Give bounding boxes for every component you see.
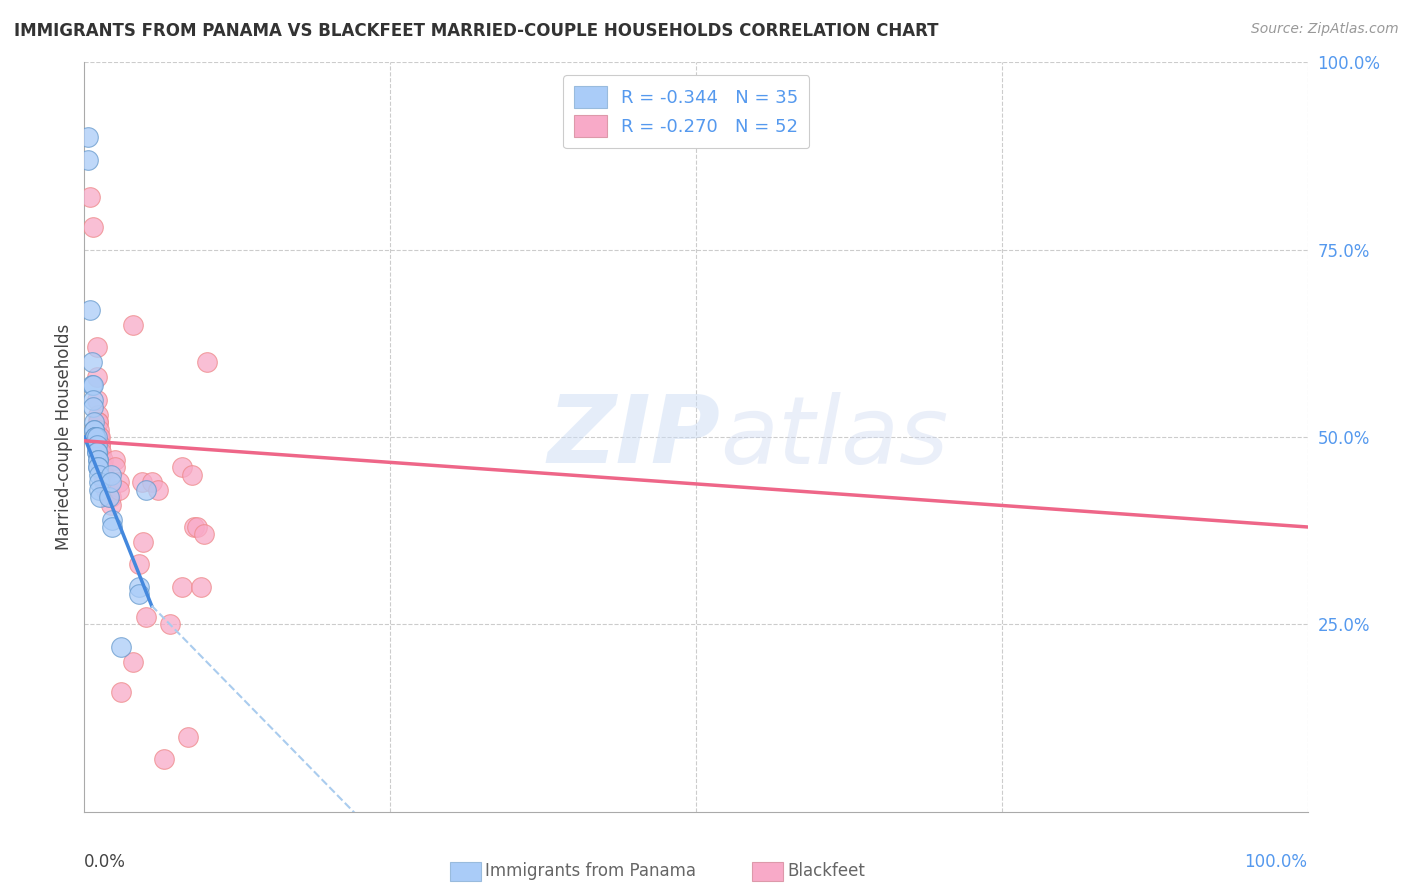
Point <box>100 475 122 489</box>
Point <box>83 423 105 437</box>
Point <box>84 430 107 444</box>
Point <box>181 467 204 482</box>
Point <box>122 318 145 332</box>
Point <box>100 467 122 482</box>
Point <box>107 475 129 489</box>
Point <box>79 190 101 204</box>
Point <box>177 730 200 744</box>
Point <box>87 423 110 437</box>
Point <box>131 475 153 489</box>
Point <box>183 520 205 534</box>
Point <box>94 475 117 489</box>
Point <box>96 483 118 497</box>
Point <box>93 467 115 482</box>
Point <box>100 490 122 504</box>
Point <box>97 490 120 504</box>
Point <box>97 490 120 504</box>
Point <box>90 445 112 459</box>
Point <box>101 520 124 534</box>
Point <box>97 483 120 497</box>
Point <box>89 490 111 504</box>
Point <box>86 340 108 354</box>
Point <box>89 445 111 459</box>
Point <box>82 392 104 407</box>
Point <box>87 475 110 489</box>
Point <box>172 460 194 475</box>
Point <box>82 400 104 414</box>
Point <box>153 752 176 766</box>
Text: 100.0%: 100.0% <box>1244 853 1308 871</box>
Legend: R = -0.344   N = 35, R = -0.270   N = 52: R = -0.344 N = 35, R = -0.270 N = 52 <box>564 75 810 148</box>
Point <box>100 498 122 512</box>
Point <box>82 220 104 235</box>
Point <box>104 460 127 475</box>
Point <box>87 452 110 467</box>
Point <box>86 445 108 459</box>
Point <box>87 415 110 429</box>
Text: Blackfeet: Blackfeet <box>787 863 865 880</box>
Point <box>86 392 108 407</box>
Point <box>87 430 110 444</box>
Point <box>87 430 110 444</box>
Point <box>91 467 114 482</box>
Point <box>89 437 111 451</box>
Text: 0.0%: 0.0% <box>84 853 127 871</box>
Point <box>122 655 145 669</box>
Point <box>195 355 218 369</box>
Point <box>87 460 110 475</box>
Text: atlas: atlas <box>720 392 949 483</box>
Point <box>91 460 114 475</box>
Point <box>128 580 150 594</box>
Point <box>186 520 208 534</box>
Point <box>87 460 110 475</box>
Point <box>91 452 114 467</box>
Point <box>110 640 132 654</box>
Text: Immigrants from Panama: Immigrants from Panama <box>485 863 696 880</box>
Point <box>141 475 163 489</box>
Point <box>79 302 101 317</box>
Point <box>89 437 111 451</box>
Point <box>77 130 100 145</box>
Point <box>190 580 212 594</box>
Point <box>135 610 157 624</box>
Point <box>87 415 110 429</box>
Point <box>104 452 127 467</box>
Point <box>90 452 112 467</box>
Point <box>159 617 181 632</box>
Point <box>107 483 129 497</box>
Text: ZIP: ZIP <box>547 391 720 483</box>
Point <box>193 527 215 541</box>
Point <box>110 685 132 699</box>
Point <box>86 430 108 444</box>
Point <box>86 445 108 459</box>
Point <box>86 437 108 451</box>
Point <box>86 370 108 384</box>
Point <box>135 483 157 497</box>
Point <box>84 430 107 444</box>
Point <box>77 153 100 167</box>
Point <box>80 355 103 369</box>
Point <box>80 377 103 392</box>
Point <box>82 377 104 392</box>
Point <box>87 452 110 467</box>
Point <box>83 415 105 429</box>
Point <box>87 408 110 422</box>
Text: Source: ZipAtlas.com: Source: ZipAtlas.com <box>1251 22 1399 37</box>
Point <box>87 467 110 482</box>
Point <box>128 558 150 572</box>
Point <box>101 512 124 526</box>
Point <box>87 483 110 497</box>
Point <box>89 430 111 444</box>
Y-axis label: Married-couple Households: Married-couple Households <box>55 324 73 550</box>
Point <box>128 587 150 601</box>
Point <box>146 483 169 497</box>
Point <box>84 430 107 444</box>
Point <box>172 580 194 594</box>
Point <box>83 423 105 437</box>
Text: IMMIGRANTS FROM PANAMA VS BLACKFEET MARRIED-COUPLE HOUSEHOLDS CORRELATION CHART: IMMIGRANTS FROM PANAMA VS BLACKFEET MARR… <box>14 22 939 40</box>
Point <box>93 475 115 489</box>
Point <box>132 535 155 549</box>
